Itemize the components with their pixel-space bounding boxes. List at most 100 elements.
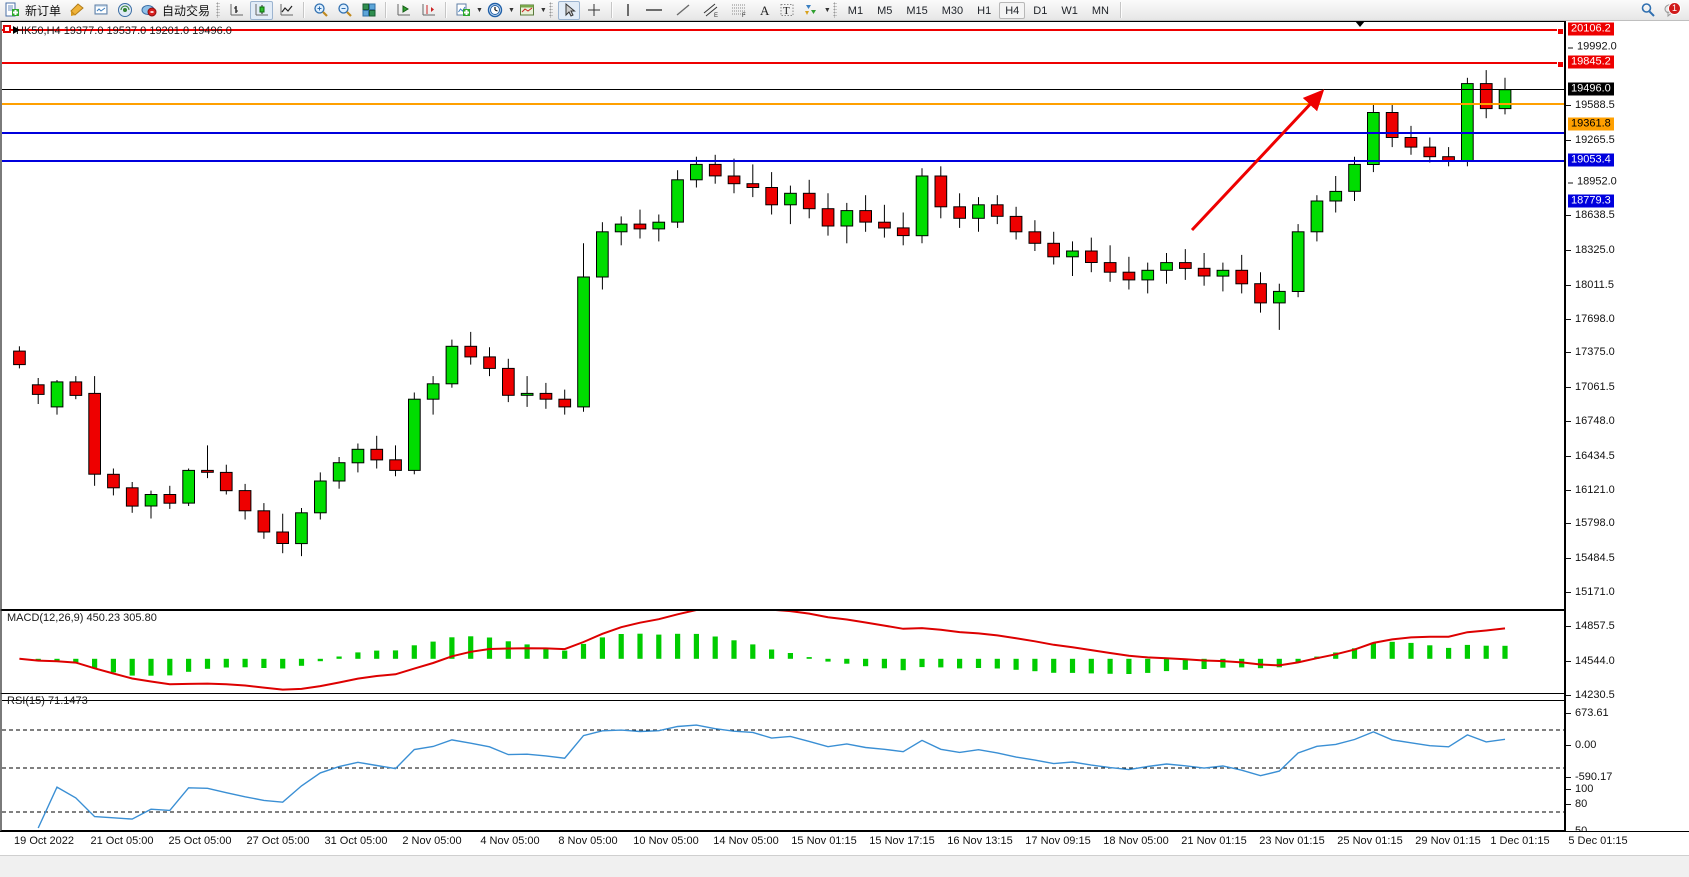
timeframe-mn[interactable]: MN	[1091, 4, 1109, 17]
timeframe-m5[interactable]: M5	[877, 4, 893, 17]
main-toolbar: 新订单 自动交易 ▼ ▼	[0, 0, 1689, 21]
timeframe-h4[interactable]: H4	[999, 1, 1026, 19]
time-label-6: 4 Nov 05:00	[480, 835, 540, 847]
price-tick-18011: 18011.5	[1566, 279, 1614, 291]
search-icon[interactable]	[1637, 1, 1659, 20]
price-tick-14857: 14857.5	[1566, 620, 1615, 632]
price-level-20106[interactable]: 20106.2	[1568, 22, 1614, 36]
fibonacci-icon[interactable]: F	[726, 1, 752, 20]
price-level-19496[interactable]: 19496.0	[1568, 82, 1614, 96]
price-level-19845[interactable]: 19845.2	[1568, 55, 1614, 69]
time-label-14: 18 Nov 05:00	[1103, 835, 1169, 847]
level-line-19053[interactable]	[2, 132, 1564, 134]
svg-text:F: F	[742, 13, 746, 18]
text-label-icon[interactable]: A	[754, 1, 774, 20]
toolbar-separator-2	[385, 2, 388, 18]
toolbar-grip-1[interactable]	[216, 2, 221, 18]
time-label-9: 14 Nov 05:00	[713, 835, 779, 847]
new-order-label: 新订单	[25, 3, 62, 18]
shapes-dropdown-caret[interactable]: ▼	[823, 6, 831, 14]
rsi-series	[2, 724, 1564, 829]
templates-icon[interactable]	[516, 1, 538, 20]
status-bar	[0, 855, 1689, 877]
level-line-19496[interactable]	[2, 89, 1564, 90]
vertical-line-icon[interactable]	[618, 1, 638, 20]
price-level-19053[interactable]: 19053.4	[1568, 153, 1614, 167]
bar-chart-icon[interactable]	[225, 1, 248, 20]
level-line-19362[interactable]	[2, 103, 1564, 105]
toolbar-grip-3[interactable]	[832, 2, 837, 18]
metaeditor-icon[interactable]	[66, 1, 88, 20]
notifications-icon[interactable]: 1	[1661, 1, 1683, 20]
toolbar-separator-5	[1119, 2, 1122, 18]
level-anchor-19845[interactable]	[1557, 61, 1564, 68]
macd-tick-upper: 673.61	[1566, 707, 1609, 719]
signals-icon[interactable]	[114, 1, 136, 20]
candlestick-chart-icon[interactable]	[250, 0, 274, 20]
terminal-window-icon[interactable]	[90, 1, 112, 20]
crosshair-icon[interactable]	[582, 1, 606, 20]
price-tick-19992: 19992.0	[1568, 41, 1620, 54]
trendline-icon[interactable]	[670, 1, 696, 20]
zoom-in-icon[interactable]	[310, 1, 332, 20]
time-label-0: 19 Oct 2022	[14, 835, 74, 847]
autotrading-icon[interactable]	[138, 1, 160, 20]
timeframe-d1[interactable]: D1	[1033, 4, 1048, 17]
price-tick-14544: 14544.0	[1566, 655, 1615, 667]
price-tick-17698: 17698.0	[1566, 313, 1615, 325]
chart-scroll-marker[interactable]	[1355, 21, 1365, 27]
time-label-5: 2 Nov 05:00	[402, 835, 462, 847]
templates-dropdown-caret[interactable]: ▼	[539, 6, 547, 14]
add-indicator-icon[interactable]	[452, 1, 474, 20]
time-label-2: 25 Oct 05:00	[168, 835, 232, 847]
line-chart-icon[interactable]	[275, 1, 298, 20]
period-clock-icon[interactable]	[484, 1, 506, 20]
time-label-17: 25 Nov 01:15	[1337, 835, 1403, 847]
time-label-7: 8 Nov 05:00	[558, 835, 618, 847]
chart-anchor-handle[interactable]	[3, 25, 11, 33]
grid-windows-icon[interactable]	[358, 1, 380, 20]
level-line-19845[interactable]	[2, 61, 1564, 68]
chart-direction-arrow-icon	[13, 26, 20, 34]
timeframe-m15[interactable]: M15	[906, 4, 928, 17]
rsi-tick-80: 80	[1566, 798, 1587, 810]
price-scale[interactable]: 20106.2 19992.0 19845.2 19588.5 19496.0 …	[1564, 21, 1689, 868]
notification-count-badge: 1	[1668, 1, 1681, 15]
level-line-18779[interactable]	[2, 160, 1564, 162]
zoom-out-icon[interactable]	[334, 1, 356, 20]
rsi-pane[interactable]: RSI(15) 71.1473	[0, 693, 1564, 831]
toolbar-separator-4	[610, 2, 613, 18]
price-pane[interactable]: HK50,H4 19377.0 19537.0 19201.0 19496.0	[0, 21, 1564, 610]
timeframe-m30[interactable]: M30	[941, 4, 964, 17]
price-tick-18952: 18952.0	[1568, 176, 1620, 189]
chart-shift-icon[interactable]	[417, 1, 440, 20]
arrows-shapes-icon[interactable]	[800, 1, 822, 20]
svg-text:E: E	[714, 13, 718, 18]
period-dropdown-caret[interactable]: ▼	[507, 6, 515, 14]
cursor-arrow-icon[interactable]	[557, 0, 580, 20]
macd-tick-lower: -590.17	[1566, 771, 1612, 783]
macd-pane[interactable]: MACD(12,26,9) 450.23 305.80	[0, 610, 1564, 701]
price-tick-17375: 17375.0	[1566, 346, 1615, 358]
price-level-18779[interactable]: 18779.3	[1568, 194, 1614, 208]
timeframe-w1[interactable]: W1	[1061, 4, 1078, 17]
auto-scroll-icon[interactable]	[392, 1, 415, 20]
text-box-icon[interactable]: T	[776, 1, 798, 20]
toolbar-grip-2[interactable]	[548, 2, 553, 18]
price-level-19362[interactable]: 19361.8	[1568, 117, 1614, 131]
equidistant-channel-icon[interactable]: E	[698, 1, 724, 20]
time-label-1: 21 Oct 05:00	[90, 835, 154, 847]
level-line-20106[interactable]	[2, 28, 1564, 35]
new-order-button[interactable]	[1, 1, 23, 20]
level-anchor-20106[interactable]	[1557, 28, 1564, 35]
time-label-8: 10 Nov 05:00	[633, 835, 699, 847]
chart-container[interactable]: HK50,H4 19377.0 19537.0 19201.0 19496.0 …	[0, 21, 1689, 877]
timeframe-h1[interactable]: H1	[977, 4, 992, 17]
price-tick-19265: 19265.5	[1566, 134, 1615, 146]
time-axis[interactable]: 19 Oct 2022 21 Oct 05:00 25 Oct 05:00 27…	[0, 831, 1689, 856]
time-label-16: 23 Nov 01:15	[1259, 835, 1325, 847]
time-label-10: 15 Nov 01:15	[791, 835, 857, 847]
add-indicator-dropdown-caret[interactable]: ▼	[476, 6, 483, 14]
timeframe-m1[interactable]: M1	[847, 4, 864, 17]
horizontal-line-icon[interactable]	[640, 1, 668, 20]
